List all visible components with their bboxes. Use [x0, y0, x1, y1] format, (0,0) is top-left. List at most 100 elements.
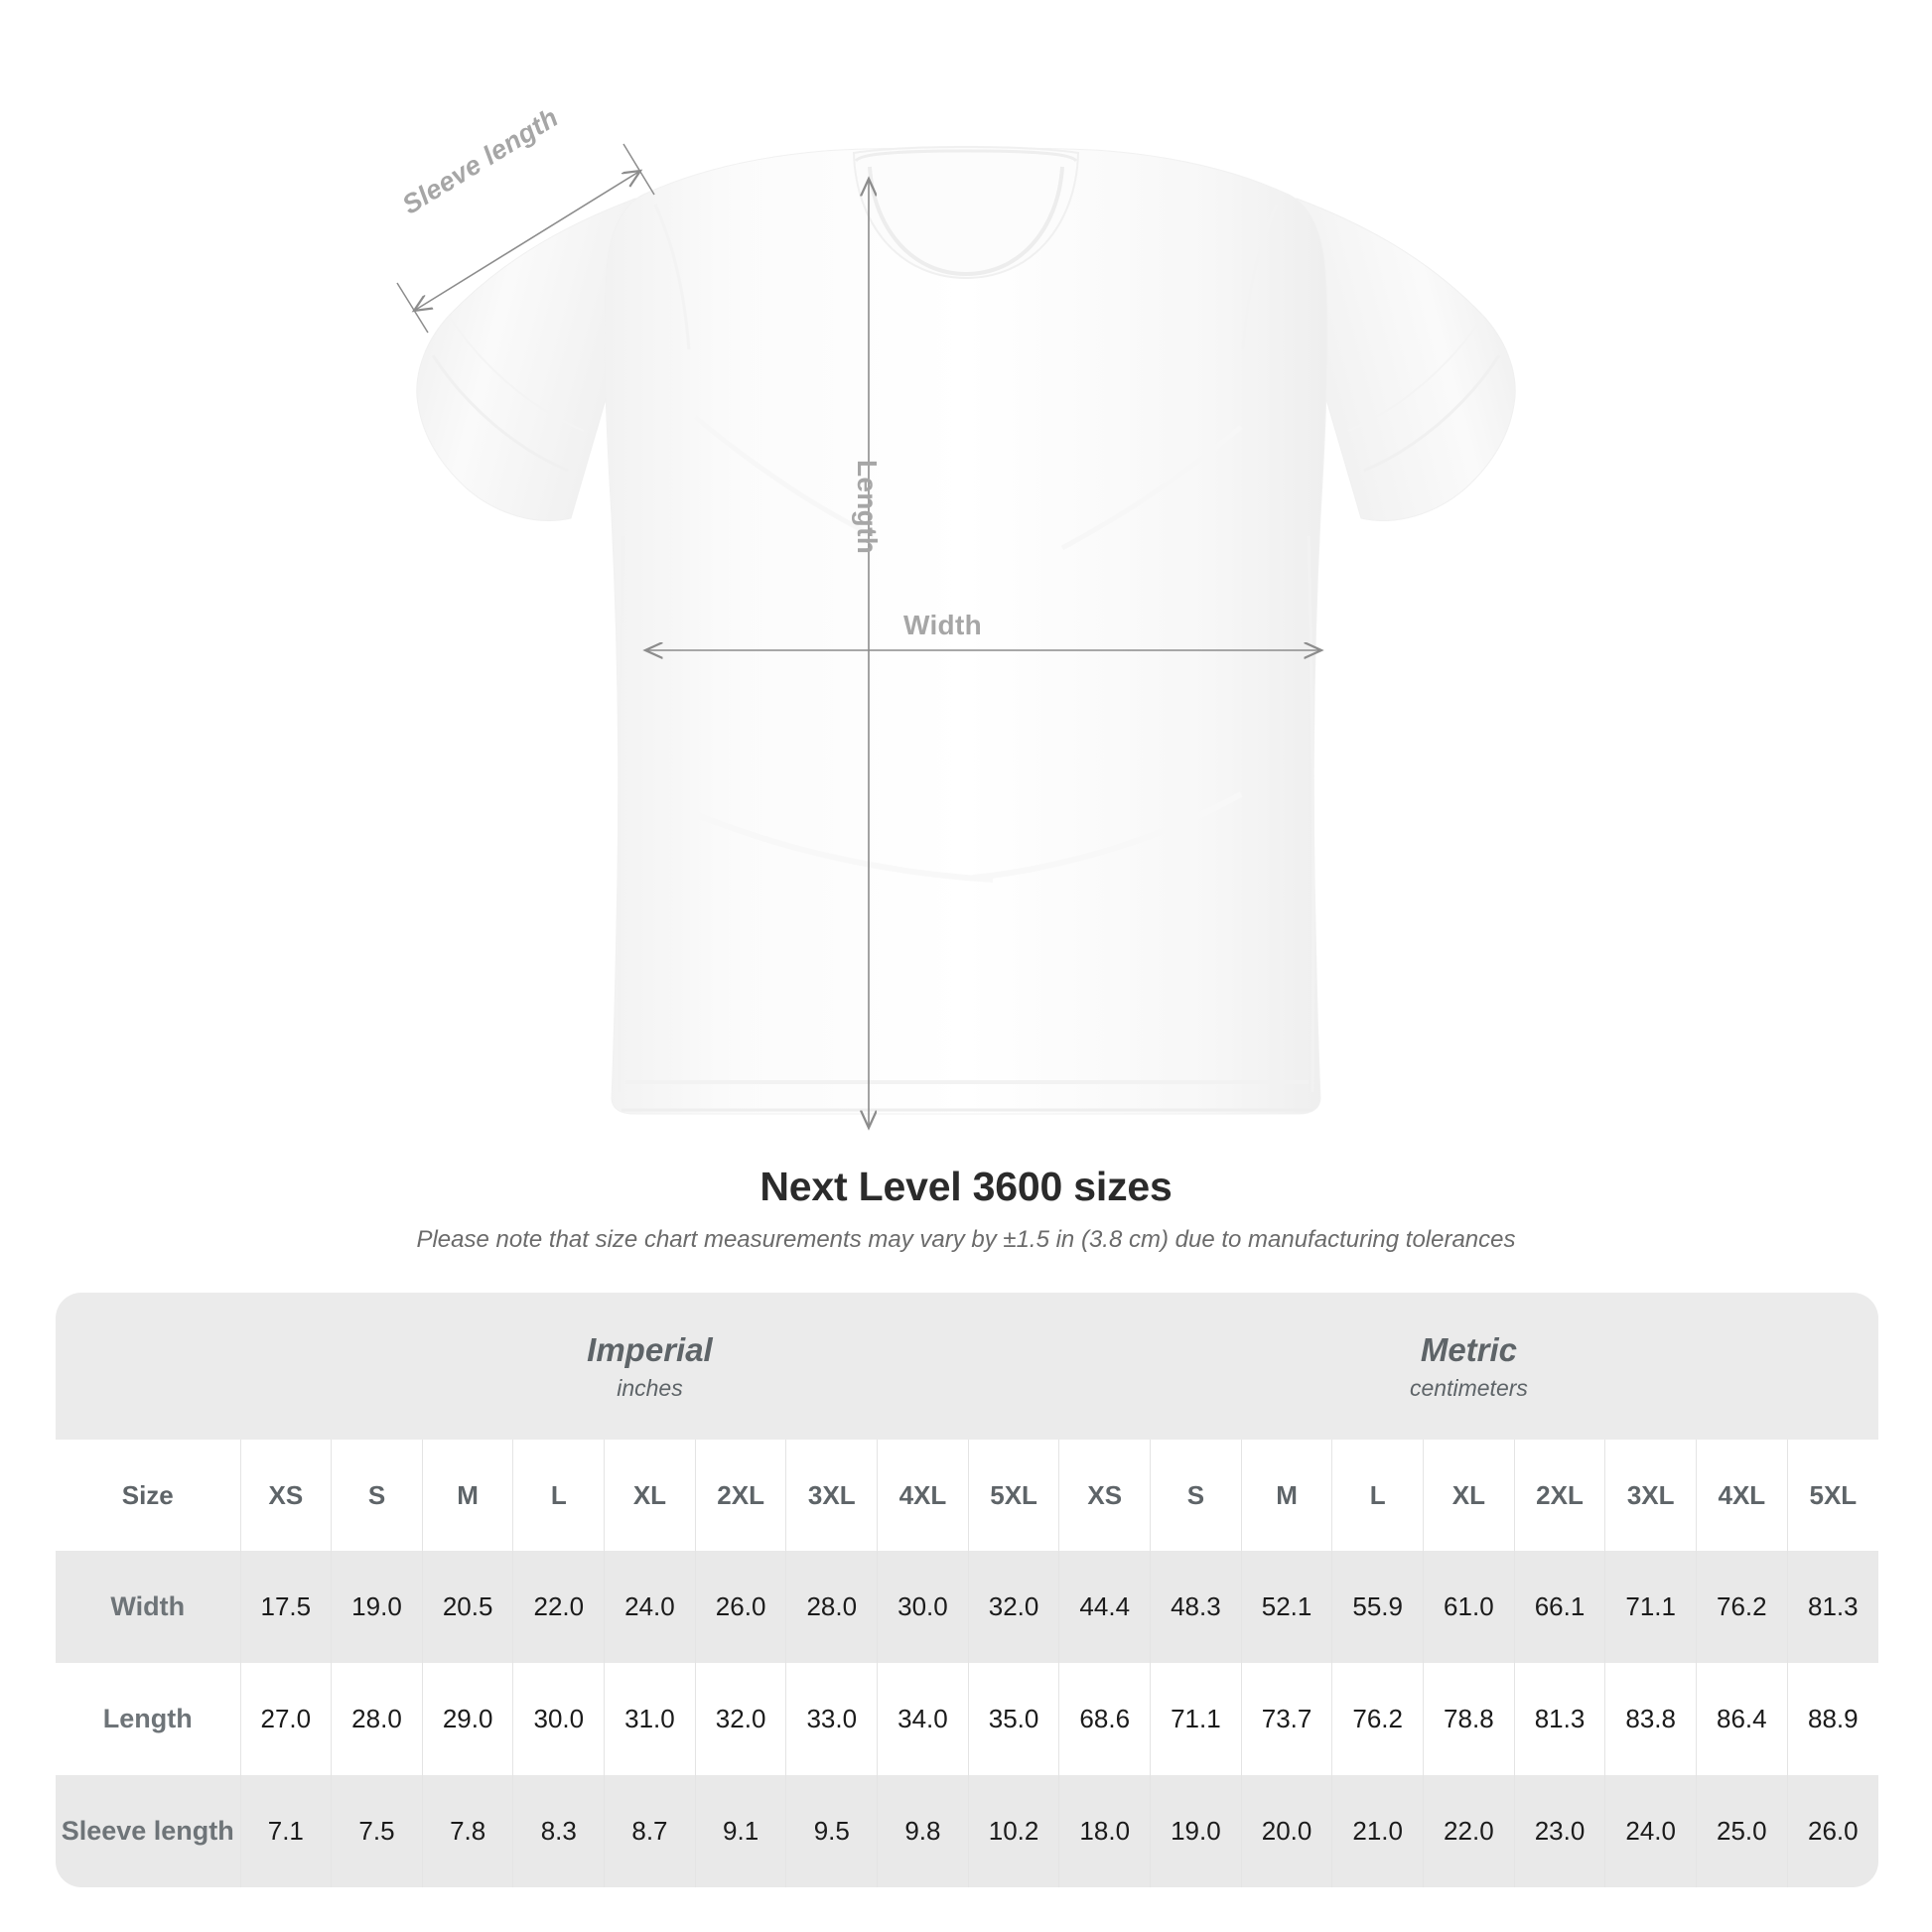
table-cell: 52.1 [1240, 1551, 1332, 1663]
tolerance-note: Please note that size chart measurements… [416, 1226, 1516, 1254]
table-cell: 17.5 [239, 1551, 332, 1663]
table-cell: 34.0 [877, 1663, 969, 1775]
table-cell: 32.0 [967, 1551, 1059, 1663]
unit-header-row: Imperial inches Metric centimeters [56, 1293, 1878, 1440]
table-cell: 8.7 [604, 1775, 696, 1887]
unit-subtitle: inches [617, 1374, 683, 1401]
table-cell: 18.0 [1058, 1775, 1151, 1887]
table-cell: 26.0 [1786, 1775, 1878, 1887]
table-row: Width 17.5 19.0 20.5 22.0 24.0 26.0 28.0 30.0 32.… [56, 1551, 1878, 1663]
size-header-cell-metric-M: M [1240, 1440, 1332, 1551]
table-row: Length 27.0 28.0 29.0 30.0 31.0 32.0 33.0 34.0 35… [56, 1663, 1878, 1775]
unit-subtitle: centimeters [1410, 1374, 1528, 1401]
page-title: Next Level 3600 sizes [759, 1164, 1173, 1209]
shirt-body [604, 147, 1328, 1115]
width-label: Width [903, 610, 982, 640]
table-cell: 22.0 [1423, 1775, 1515, 1887]
table-cell: 86.4 [1696, 1663, 1788, 1775]
table-cell: 27.0 [239, 1663, 332, 1775]
size-header-cell-imperial-2XL: 2XL [694, 1440, 786, 1551]
table-cell: 8.3 [512, 1775, 605, 1887]
unit-name: Metric [1420, 1330, 1518, 1368]
table-cell: 61.0 [1423, 1551, 1515, 1663]
table-cell: 26.0 [694, 1551, 786, 1663]
table-cell: 24.0 [1604, 1775, 1697, 1887]
table-cell: 7.1 [239, 1775, 332, 1887]
table-cell: 71.1 [1604, 1551, 1697, 1663]
size-header-cell-imperial-XL: XL [604, 1440, 696, 1551]
table-cell: 19.0 [1150, 1775, 1242, 1887]
size-header-cell-metric-XL: XL [1423, 1440, 1515, 1551]
table-cell: 7.8 [421, 1775, 513, 1887]
table-cell: 83.8 [1604, 1663, 1697, 1775]
shirt-left-sleeve [416, 198, 636, 521]
shirt-right-sleeve [1296, 198, 1516, 521]
table-cell: 23.0 [1513, 1775, 1605, 1887]
unit-name: Imperial [587, 1330, 713, 1368]
table-cell: 30.0 [512, 1663, 605, 1775]
table-cell: 76.2 [1696, 1551, 1788, 1663]
row-label-width: Width [56, 1551, 240, 1663]
size-header-cell-metric-5XL: 5XL [1786, 1440, 1878, 1551]
table-cell: 28.0 [785, 1551, 878, 1663]
table-row: Sleeve length 7.1 7.5 7.8 8.3 8.7 9.1 9.5 9.8 10.… [56, 1775, 1878, 1887]
table-cell: 31.0 [604, 1663, 696, 1775]
size-header-cell-metric-L: L [1331, 1440, 1424, 1551]
table-cell: 35.0 [967, 1663, 1059, 1775]
table-cell: 88.9 [1786, 1663, 1878, 1775]
size-header-cell-imperial-XS: XS [239, 1440, 332, 1551]
shirt-collar [852, 145, 1080, 280]
table-cell: 71.1 [1150, 1663, 1242, 1775]
table-cell: 48.3 [1150, 1551, 1242, 1663]
sleeve-arrow [414, 171, 640, 311]
size-header-cell-metric-3XL: 3XL [1604, 1440, 1697, 1551]
size-header-cell-imperial-M: M [421, 1440, 513, 1551]
row-label-sleeve-length: Sleeve length [56, 1775, 240, 1887]
tshirt-illustration: Sleeve length Length Width [396, 102, 1516, 1172]
measurement-guides [396, 143, 1321, 1128]
table-cell: 55.9 [1331, 1551, 1424, 1663]
size-header-cell-metric-2XL: 2XL [1513, 1440, 1605, 1551]
size-header-row: Size XS S M L XL 2XL 3XL 4XL 5XL XS S M L XL 2XL 3XL 4XL 5… [56, 1440, 1878, 1551]
table-cell: 66.1 [1513, 1551, 1605, 1663]
table-cell: 29.0 [421, 1663, 513, 1775]
table-cell: 10.2 [967, 1775, 1059, 1887]
size-header-cell-metric-XS: XS [1058, 1440, 1151, 1551]
size-header-cell-imperial-4XL: 4XL [877, 1440, 969, 1551]
row-label-length: Length [56, 1663, 240, 1775]
table-cell: 20.5 [421, 1551, 513, 1663]
table-cell: 81.3 [1513, 1663, 1605, 1775]
table-cell: 33.0 [785, 1663, 878, 1775]
size-chart-table-wrap: Imperial inches Metric centimeters Size XS S M L… [56, 1293, 1878, 1887]
table-cell: 22.0 [512, 1551, 605, 1663]
title-block: Next Level 3600 sizes Please note that s… [0, 1164, 1932, 1255]
table-cell: 9.8 [877, 1775, 969, 1887]
table-cell: 30.0 [877, 1551, 969, 1663]
unit-row-corner [56, 1293, 240, 1440]
table-cell: 76.2 [1331, 1663, 1424, 1775]
tshirt-diagram-svg [396, 143, 1516, 1172]
size-header-cell-metric-4XL: 4XL [1696, 1440, 1788, 1551]
table-cell: 44.4 [1058, 1551, 1151, 1663]
table-cell: 9.1 [694, 1775, 786, 1887]
size-header-cell-imperial-S: S [331, 1440, 423, 1551]
table-cell: 73.7 [1240, 1663, 1332, 1775]
sleeve-tick-end [622, 143, 655, 196]
table-cell: 32.0 [694, 1663, 786, 1775]
table-cell: 81.3 [1786, 1551, 1878, 1663]
table-cell: 68.6 [1058, 1663, 1151, 1775]
length-label: Length [852, 460, 883, 555]
table-cell: 25.0 [1696, 1775, 1788, 1887]
size-chart-table: Imperial inches Metric centimeters Size XS S M L… [56, 1293, 1878, 1887]
size-header-cell-metric-S: S [1150, 1440, 1242, 1551]
size-header-cell-imperial-5XL: 5XL [967, 1440, 1059, 1551]
table-cell: 28.0 [331, 1663, 423, 1775]
table-cell: 9.5 [785, 1775, 878, 1887]
table-cell: 19.0 [331, 1551, 423, 1663]
table-cell: 24.0 [604, 1551, 696, 1663]
table-cell: 21.0 [1331, 1775, 1424, 1887]
table-cell: 78.8 [1423, 1663, 1515, 1775]
table-cell: 20.0 [1240, 1775, 1332, 1887]
table-cell: 7.5 [331, 1775, 423, 1887]
unit-header-metric: Metric centimeters [1058, 1293, 1878, 1440]
